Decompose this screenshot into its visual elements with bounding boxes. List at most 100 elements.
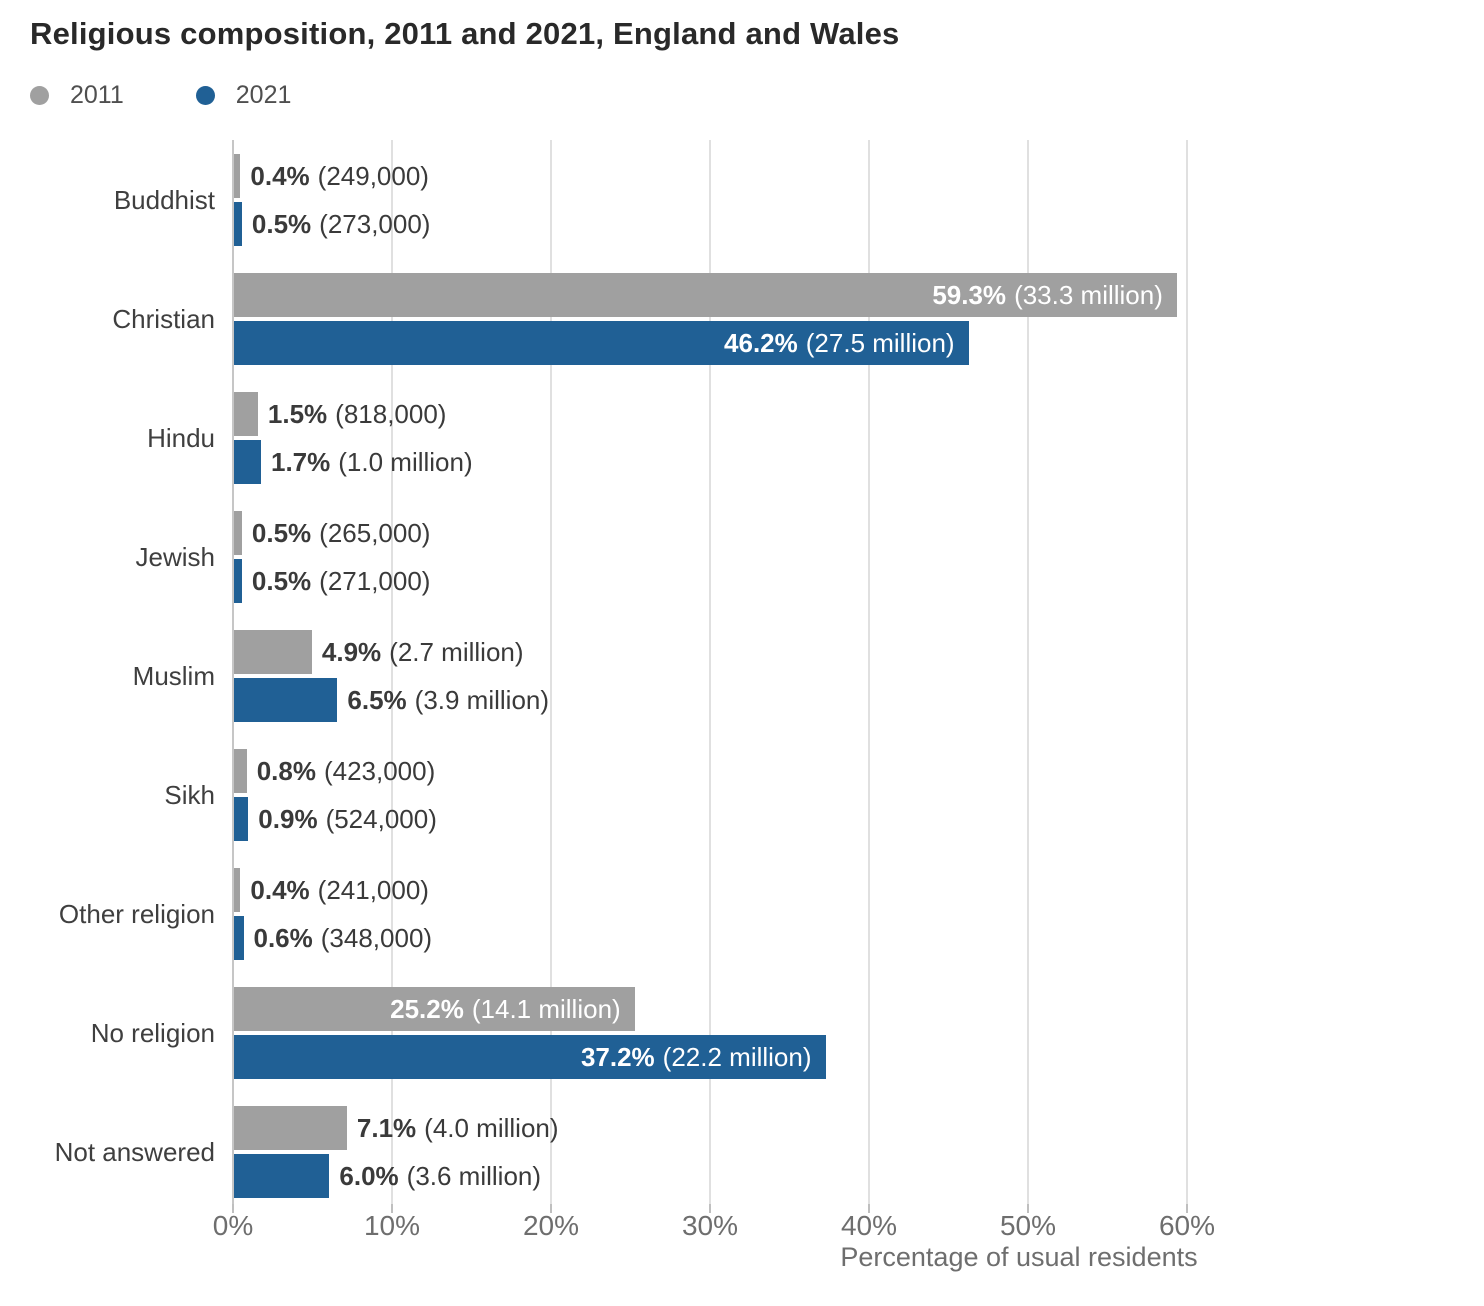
bar-percent-value: 59.3% bbox=[932, 279, 1007, 310]
bar-label-2011-not-answered: 7.1% (4.0 million) bbox=[357, 1106, 559, 1150]
bar-percent-value: 4.9% bbox=[321, 636, 382, 667]
bar-percent-value: 0.5% bbox=[251, 517, 312, 548]
bar-label-2011-buddhist: 0.4% (249,000) bbox=[250, 154, 429, 198]
bar-count-value: (3.9 million) bbox=[414, 684, 550, 715]
bar-2021-muslim bbox=[234, 678, 338, 722]
bar-2021-jewish bbox=[234, 559, 242, 603]
bar-label-2021-other-religion: 0.6% (348,000) bbox=[254, 916, 433, 960]
bar-label-2011-sikh: 0.8% (423,000) bbox=[257, 749, 436, 793]
x-tick-mark-60pct bbox=[1186, 1204, 1188, 1213]
x-tick-mark-50pct bbox=[1027, 1204, 1029, 1213]
bar-2021-sikh bbox=[234, 797, 249, 841]
bar-count-value: (14.1 million) bbox=[471, 993, 621, 1024]
legend-label-2021: 2021 bbox=[235, 81, 292, 109]
bar-label-2021-christian: 46.2% (27.5 million) bbox=[234, 321, 955, 365]
bar-2011-christian bbox=[234, 273, 1177, 317]
bar-2011-no-religion bbox=[234, 987, 635, 1031]
bar-2011-jewish bbox=[234, 511, 242, 555]
bar-percent-value: 0.4% bbox=[250, 874, 310, 905]
bar-count-value: (273,000) bbox=[319, 208, 431, 239]
x-tick-label-30pct: 30% bbox=[681, 1210, 739, 1241]
x-tick-mark-0pct bbox=[232, 1204, 234, 1213]
gridline-30pct bbox=[709, 140, 711, 1204]
category-label-buddhist: Buddhist bbox=[113, 184, 215, 215]
bar-percent-value: 0.4% bbox=[250, 160, 310, 191]
bar-percent-value: 0.9% bbox=[258, 803, 318, 834]
x-tick-label-10pct: 10% bbox=[363, 1210, 421, 1241]
bar-2011-not-answered bbox=[234, 1106, 347, 1150]
bar-label-2021-jewish: 0.5% (271,000) bbox=[252, 559, 431, 603]
legend-item-2021: 2021 bbox=[195, 81, 292, 110]
bar-percent-value: 37.2% bbox=[580, 1041, 655, 1072]
bar-count-value: (265,000) bbox=[319, 517, 431, 548]
bar-2021-buddhist bbox=[234, 202, 242, 246]
bar-percent-value: 0.6% bbox=[253, 922, 313, 953]
bar-count-value: (3.6 million) bbox=[406, 1160, 542, 1191]
chart-title: Religious composition, 2011 and 2021, En… bbox=[30, 16, 900, 51]
bar-label-2021-muslim: 6.5% (3.9 million) bbox=[347, 678, 549, 722]
x-axis-label: Percentage of usual residents bbox=[840, 1242, 1198, 1272]
bar-2011-sikh bbox=[234, 749, 247, 793]
x-tick-mark-40pct bbox=[868, 1204, 870, 1213]
bar-2021-hindu bbox=[234, 440, 261, 484]
bar-percent-value: 6.5% bbox=[347, 684, 407, 715]
bar-label-2021-buddhist: 0.5% (273,000) bbox=[252, 202, 431, 246]
bar-count-value: (818,000) bbox=[335, 398, 447, 429]
bar-2021-no-religion bbox=[234, 1035, 826, 1079]
bar-2011-buddhist bbox=[234, 154, 241, 198]
bar-2021-not-answered bbox=[234, 1154, 330, 1198]
bar-label-2011-muslim: 4.9% (2.7 million) bbox=[322, 630, 524, 674]
bar-count-value: (249,000) bbox=[317, 160, 429, 191]
bar-label-2011-jewish: 0.5% (265,000) bbox=[252, 511, 431, 555]
bar-2021-christian bbox=[234, 321, 969, 365]
bar-count-value: (241,000) bbox=[317, 874, 429, 905]
bar-percent-value: 0.8% bbox=[256, 755, 316, 786]
bar-2011-muslim bbox=[234, 630, 312, 674]
category-label-christian: Christian bbox=[112, 303, 215, 334]
gridline-10pct bbox=[391, 140, 393, 1204]
bar-count-value: (4.0 million) bbox=[424, 1112, 559, 1143]
x-tick-mark-20pct bbox=[550, 1204, 552, 1213]
category-label-no-religion: No religion bbox=[90, 1017, 215, 1048]
bar-percent-value: 46.2% bbox=[724, 327, 798, 358]
bar-count-value: (524,000) bbox=[325, 803, 437, 834]
bar-label-2021-sikh: 0.9% (524,000) bbox=[258, 797, 437, 841]
legend-marker-2011-icon bbox=[30, 86, 49, 105]
bar-2011-hindu bbox=[234, 392, 258, 436]
x-tick-label-0pct: 0% bbox=[212, 1210, 254, 1241]
category-label-not-answered: Not answered bbox=[54, 1136, 215, 1167]
bar-percent-value: 0.5% bbox=[251, 208, 312, 239]
bar-count-value: (423,000) bbox=[323, 755, 436, 786]
legend: 2011 2021 bbox=[30, 81, 363, 110]
x-tick-label-50pct: 50% bbox=[999, 1210, 1057, 1241]
bar-percent-value: 1.7% bbox=[271, 446, 331, 477]
legend-label-2011: 2011 bbox=[70, 81, 124, 109]
gridline-0pct bbox=[232, 140, 234, 1204]
gridline-60pct bbox=[1186, 140, 1188, 1204]
bar-label-2021-no-religion: 37.2% (22.2 million) bbox=[234, 1035, 812, 1079]
bar-count-value: (271,000) bbox=[319, 565, 431, 596]
bar-2021-other-religion bbox=[234, 916, 244, 960]
bar-label-2021-hindu: 1.7% (1.0 million) bbox=[271, 440, 473, 484]
bar-percent-value: 0.5% bbox=[251, 565, 312, 596]
bar-percent-value: 1.5% bbox=[267, 398, 328, 429]
bar-count-value: (33.3 million) bbox=[1014, 279, 1163, 310]
x-tick-mark-10pct bbox=[391, 1204, 393, 1213]
bar-count-value: (2.7 million) bbox=[389, 636, 524, 667]
category-label-sikh: Sikh bbox=[164, 779, 215, 810]
category-label-jewish: Jewish bbox=[135, 541, 215, 572]
category-label-hindu: Hindu bbox=[147, 422, 215, 453]
bar-label-2021-not-answered: 6.0% (3.6 million) bbox=[339, 1154, 541, 1198]
category-label-muslim: Muslim bbox=[132, 660, 215, 691]
bar-label-2011-other-religion: 0.4% (241,000) bbox=[250, 868, 429, 912]
category-label-other-religion: Other religion bbox=[58, 898, 215, 929]
bar-2011-other-religion bbox=[234, 868, 241, 912]
x-tick-label-20pct: 20% bbox=[522, 1210, 580, 1241]
bar-percent-value: 6.0% bbox=[339, 1160, 399, 1191]
bar-label-2011-hindu: 1.5% (818,000) bbox=[268, 392, 447, 436]
bar-count-value: (1.0 million) bbox=[338, 446, 473, 477]
gridline-50pct bbox=[1027, 140, 1029, 1204]
legend-item-2011: 2011 bbox=[30, 81, 124, 110]
x-tick-label-40pct: 40% bbox=[840, 1210, 898, 1241]
